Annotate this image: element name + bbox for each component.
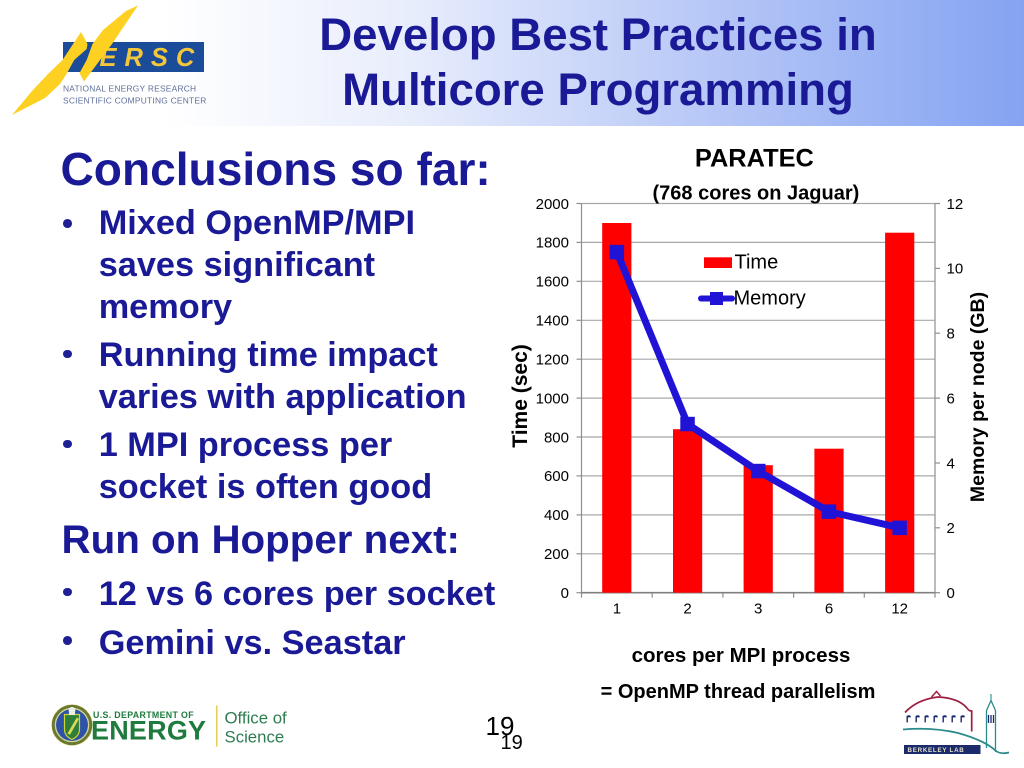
svg-text:Memory per node (GB): Memory per node (GB) xyxy=(967,292,989,502)
svg-text:800: 800 xyxy=(544,429,569,446)
svg-text:1800: 1800 xyxy=(536,235,569,252)
svg-text:6: 6 xyxy=(825,600,833,617)
svg-text:1600: 1600 xyxy=(536,274,569,291)
svg-text:Memory: Memory xyxy=(734,288,806,310)
svg-text:4: 4 xyxy=(947,455,955,472)
svg-text:3: 3 xyxy=(754,600,762,617)
svg-text:1000: 1000 xyxy=(536,390,569,407)
svg-text:2: 2 xyxy=(683,600,691,617)
svg-text:6: 6 xyxy=(947,390,955,407)
svg-text:Science: Science xyxy=(225,727,285,746)
svg-text:0: 0 xyxy=(561,585,569,602)
svg-text:2000: 2000 xyxy=(536,196,569,213)
svg-text:Time: Time xyxy=(735,251,779,273)
svg-text:ERSC: ERSC xyxy=(100,44,203,72)
svg-text:U.S. DEPARTMENT OF: U.S. DEPARTMENT OF xyxy=(93,710,194,720)
svg-text:1400: 1400 xyxy=(536,313,569,330)
svg-text:= OpenMP thread parallelism: = OpenMP thread parallelism xyxy=(601,681,876,703)
svg-text:SCIENTIFIC COMPUTING CENTER: SCIENTIFIC COMPUTING CENTER xyxy=(63,96,207,106)
svg-text:BERKELEY LAB: BERKELEY LAB xyxy=(908,747,965,754)
svg-text:400: 400 xyxy=(544,507,569,524)
svg-text:Office of: Office of xyxy=(225,709,288,728)
svg-text:Time (sec): Time (sec) xyxy=(509,344,532,448)
svg-text:(768 cores on Jaguar): (768 cores on Jaguar) xyxy=(653,182,860,204)
svg-text:600: 600 xyxy=(544,468,569,485)
svg-text:cores per MPI process: cores per MPI process xyxy=(632,644,851,667)
svg-text:1200: 1200 xyxy=(536,352,569,369)
svg-text:0: 0 xyxy=(947,585,955,602)
svg-text:8: 8 xyxy=(947,326,955,343)
svg-text:PARATEC: PARATEC xyxy=(695,144,814,172)
svg-text:12: 12 xyxy=(947,196,964,213)
svg-text:ENERGY: ENERGY xyxy=(91,716,206,746)
svg-text:200: 200 xyxy=(544,546,569,563)
svg-text:12: 12 xyxy=(891,600,908,617)
svg-text:1: 1 xyxy=(613,600,621,617)
svg-text:2: 2 xyxy=(947,520,955,537)
svg-text:NATIONAL ENERGY RESEARCH: NATIONAL ENERGY RESEARCH xyxy=(63,84,196,94)
svg-text:10: 10 xyxy=(947,261,964,278)
